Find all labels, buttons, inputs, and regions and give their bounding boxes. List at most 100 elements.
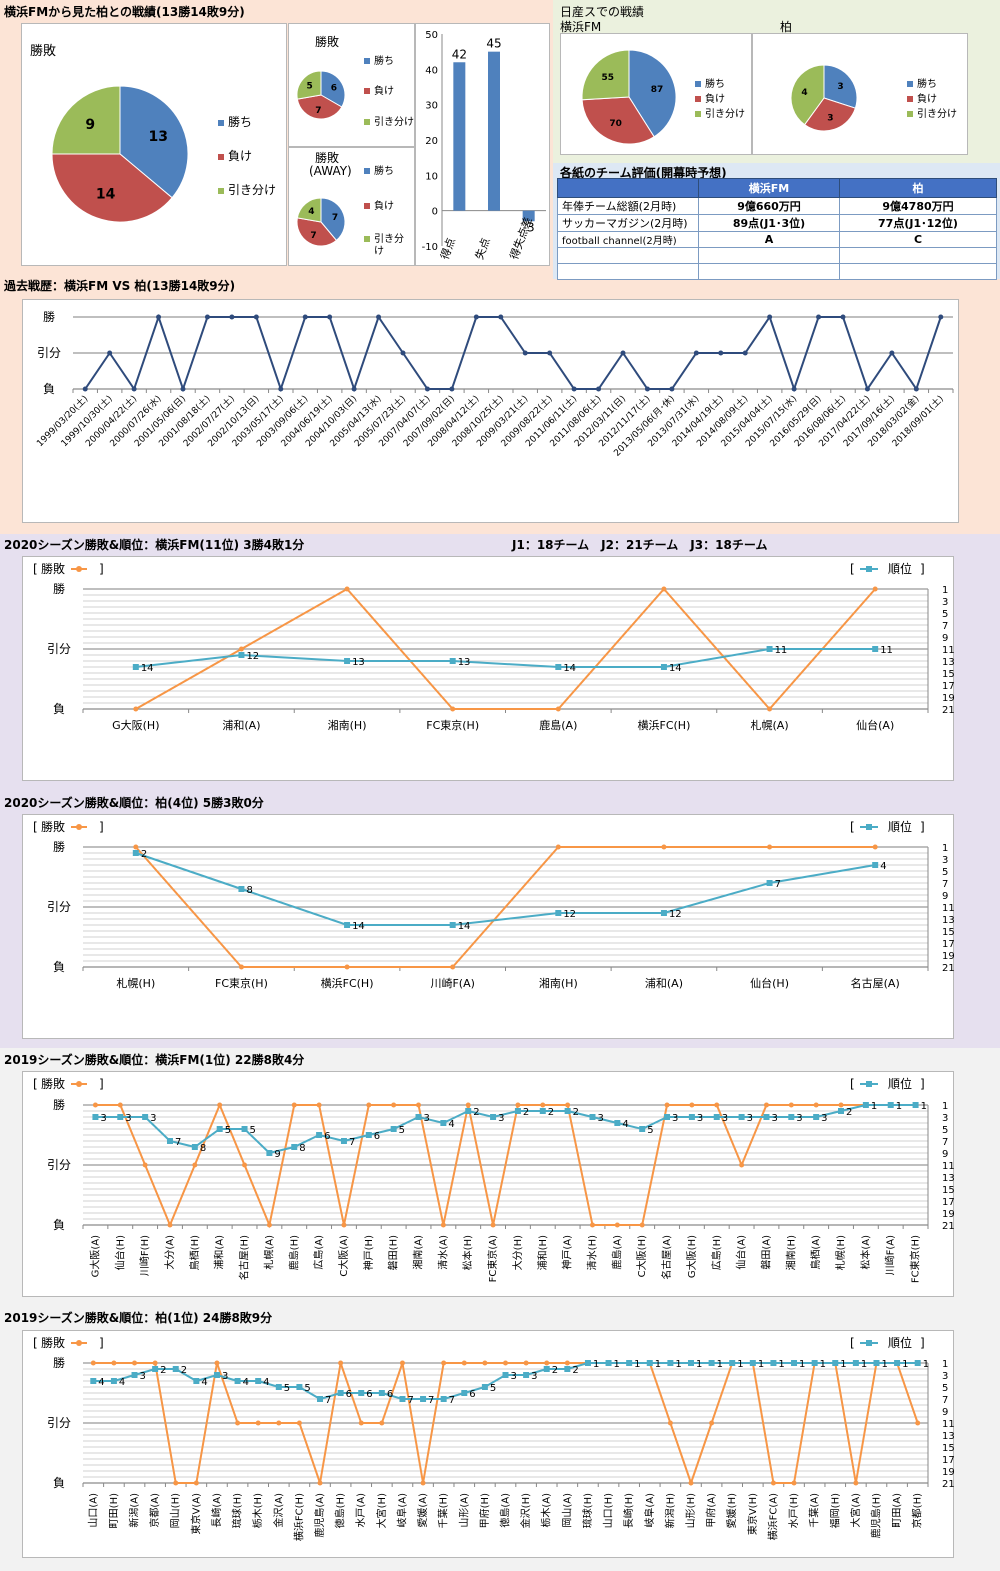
nissan-kashiwa-legend-win: 勝ち (907, 75, 937, 90)
history-chart-card: 勝引分負 1999/03/20(土) 1999/10/30(土) 2000/04/22… (22, 299, 959, 523)
legend-bracket: [ (850, 562, 855, 576)
record-legend-loss-label: 負け (228, 149, 253, 163)
x-tick-label: FC東京(H) (215, 976, 268, 990)
x-tick-label: 鹿児島(H) (869, 1493, 882, 1538)
x-tick-label: 甲府(A) (705, 1493, 718, 1528)
pie-slice-loss (51, 153, 173, 223)
result-marker (872, 586, 878, 592)
away-legend-win-label: 勝ち (374, 166, 394, 177)
nissan-fm-legend-draw-label: 引き分け (705, 109, 745, 120)
x-tick-label: 浦和(H) (536, 1235, 549, 1270)
bar (488, 51, 500, 211)
home-pie-title: 勝敗 (315, 35, 340, 49)
result-marker (291, 1102, 297, 1108)
result-marker (565, 1102, 571, 1108)
result-marker (522, 350, 528, 356)
bar-value-label: 42 (452, 47, 467, 61)
win-swatch (364, 168, 370, 174)
rank-marker (687, 1360, 694, 1366)
rank-marker (763, 1114, 770, 1120)
rank-marker (490, 1114, 497, 1120)
rank-tick-label: 5 (942, 609, 948, 620)
rank-tick-label: 15 (942, 669, 955, 680)
nissan-kashiwa-legend-win-label: 勝ち (917, 79, 937, 90)
result-legend-marker (76, 1081, 82, 1087)
eval-title: 各紙のチーム評価(開幕時予想) (560, 166, 727, 180)
x-tick-label: 金沢(A) (272, 1493, 285, 1528)
rank-marker (788, 1114, 795, 1120)
rank-data-label: 6 (387, 1389, 393, 1400)
eval-header-kashiwa: 柏 (839, 178, 997, 198)
result-marker (416, 1102, 422, 1108)
rank-marker (465, 1108, 472, 1114)
x-tick-label: 札幌(A) (751, 718, 789, 732)
rank-data-label: 4 (98, 1377, 104, 1388)
legend-bracket: [ (850, 1336, 855, 1350)
rank-data-label: 4 (201, 1377, 207, 1388)
rank-marker (241, 1126, 248, 1132)
rank-tick-label: 15 (942, 1185, 955, 1196)
pie-slice-label: 7 (315, 106, 321, 116)
record-legend-win-label: 勝ち (228, 115, 253, 129)
rank-marker (296, 1384, 303, 1390)
away-legend-loss-label: 負け (374, 201, 394, 212)
home-legend-loss-label: 負け (374, 86, 394, 97)
result-line (84, 313, 942, 393)
result-marker (644, 386, 650, 392)
rank-data-label: 6 (324, 1131, 330, 1142)
result-ylabel: 勝 (53, 1097, 65, 1112)
x-tick-label: 新潟(H) (663, 1493, 676, 1528)
x-tick-label: 広島(H) (710, 1235, 723, 1270)
rank-marker (344, 922, 351, 928)
x-tick-label: C大阪(A) (337, 1235, 350, 1277)
result-marker (238, 646, 244, 652)
rank-marker (92, 1114, 99, 1120)
record-pie-chart: 13 14 9 (51, 85, 189, 223)
rank-marker (238, 652, 245, 658)
eval-cell-kashiwa: 9億4780万円 (839, 197, 997, 215)
rank-marker (234, 1378, 241, 1384)
goals-bar-card: -10 0 10 20 30 40 50 42 得点 45 失点 -3 得失点差 (415, 23, 550, 266)
rank-data-label: 3 (511, 1371, 517, 1382)
nissan-title: 日産スでの戦績 (560, 5, 645, 19)
result-marker (276, 1420, 282, 1426)
kashiwa2019-chart-card: 1 3 5 7 9 11 13 15 17 19 21 勝引分負 4 4 3 2 2 4 3 4 4 5 5 7 6 6 6 7 7 7 6… (22, 1330, 955, 1558)
x-tick-label: 名古屋(A) (660, 1235, 673, 1280)
x-tick-label: 大宮(A) (849, 1493, 862, 1528)
pie-slice-label: 70 (609, 119, 622, 129)
rank-data-label: 7 (449, 1395, 455, 1406)
result-marker (547, 350, 553, 356)
result-marker (872, 844, 878, 850)
bar-value-label: 45 (486, 37, 501, 51)
rank-marker (852, 1360, 859, 1366)
x-tick-label: 岡山(H) (170, 1493, 182, 1528)
result-marker (358, 1420, 364, 1426)
rank-legend-marker (866, 824, 872, 830)
result-marker (503, 1360, 508, 1366)
x-tick-label: 鹿児島(A) (313, 1493, 326, 1538)
legend-bracket: ] (920, 820, 925, 834)
rank-tick-label: 19 (942, 1467, 955, 1478)
rank-marker (514, 1108, 521, 1114)
fm2020-chart-card: 1 3 5 7 9 11 13 15 17 19 21 勝引分負 14 12 13 13 14 14 11 11 G大阪… (22, 556, 955, 781)
result-marker (614, 1222, 620, 1228)
x-tick-label: 琉球(H) (231, 1493, 244, 1528)
pie-slice-label: 7 (310, 231, 316, 241)
rank-tick-label: 19 (942, 1209, 955, 1220)
loss-swatch (695, 96, 701, 102)
pie-slice-loss (296, 94, 343, 120)
rank-data-label: 4 (880, 861, 886, 872)
x-tick-label: 川崎F(A) (430, 976, 474, 990)
bar-ytick-label: 40 (425, 65, 438, 76)
x-tick-label: 長崎(A) (210, 1493, 223, 1528)
rank-tick-label: 15 (942, 1443, 955, 1454)
result-marker (482, 1360, 488, 1366)
x-tick-label: 山形(A) (458, 1493, 470, 1528)
x-tick-label: 大宮(H) (375, 1493, 388, 1528)
result-marker (461, 1360, 467, 1366)
eval-row (557, 247, 997, 264)
rank-data-label: 14 (458, 921, 471, 932)
x-tick-label: 京都(H) (911, 1493, 924, 1528)
rank-data-label: 5 (647, 1125, 653, 1136)
